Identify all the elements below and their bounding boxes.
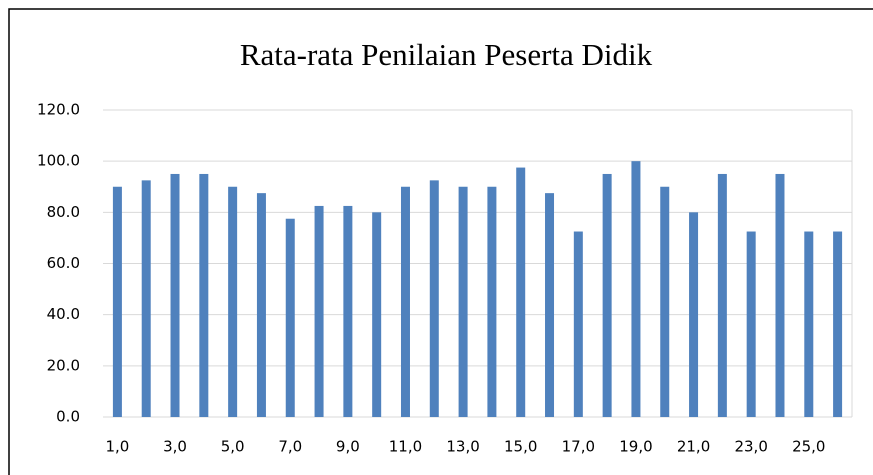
bar	[487, 186, 497, 417]
bar	[516, 167, 526, 417]
bar	[372, 212, 382, 417]
y-tick-label: 80.0	[47, 203, 80, 221]
bar	[343, 205, 353, 417]
bar	[602, 173, 612, 417]
bar	[573, 231, 583, 417]
bar	[400, 186, 410, 417]
bar	[285, 218, 295, 417]
bar	[256, 193, 266, 417]
x-tick-label: 23,0	[734, 438, 767, 456]
x-tick-label: 15,0	[504, 438, 537, 456]
bar	[717, 173, 727, 417]
bar	[170, 173, 180, 417]
bar	[660, 186, 670, 417]
y-tick-label: 0.0	[56, 408, 80, 426]
y-tick-label: 40.0	[47, 305, 80, 323]
bar	[631, 161, 641, 417]
bar	[314, 205, 324, 417]
bar	[199, 173, 209, 417]
x-tick-label: 1,0	[105, 438, 129, 456]
x-tick-label: 17,0	[562, 438, 595, 456]
bar	[458, 186, 468, 417]
x-tick-label: 13,0	[446, 438, 479, 456]
x-tick-label: 21,0	[677, 438, 710, 456]
y-tick-label: 100.0	[37, 152, 80, 170]
x-tick-label: 5,0	[221, 438, 245, 456]
chart-border	[8, 8, 873, 475]
x-tick-label: 25,0	[792, 438, 825, 456]
bar	[141, 180, 151, 417]
x-tick-label: 7,0	[278, 438, 302, 456]
x-tick-label: 3,0	[163, 438, 187, 456]
bar	[746, 231, 756, 417]
y-tick-label: 20.0	[47, 356, 80, 374]
bar	[228, 186, 238, 417]
y-tick-label: 120.0	[37, 101, 80, 119]
bar	[545, 193, 555, 417]
bar	[775, 173, 785, 417]
x-tick-label: 11,0	[389, 438, 422, 456]
bar	[804, 231, 814, 417]
bar	[429, 180, 439, 417]
x-tick-label: 9,0	[336, 438, 360, 456]
y-tick-label: 60.0	[47, 254, 80, 272]
chart-title: Rata-rata Penilaian Peserta Didik	[240, 37, 653, 72]
bar	[689, 212, 699, 417]
bar	[112, 186, 122, 417]
x-tick-label: 19,0	[619, 438, 652, 456]
bar	[833, 231, 843, 417]
